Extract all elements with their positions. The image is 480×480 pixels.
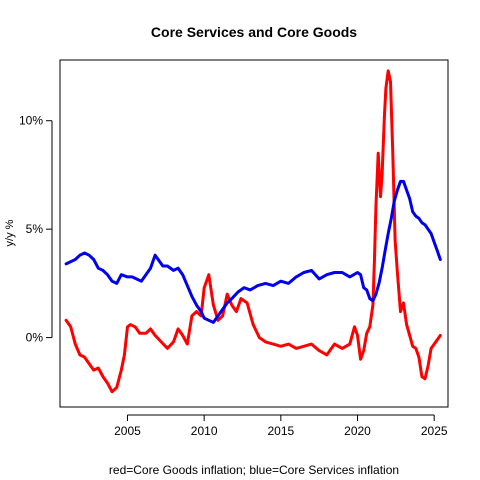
x-tick-label: 2015: [267, 424, 294, 438]
y-tick-label: 5%: [26, 222, 44, 236]
x-axis-label: red=Core Goods inflation; blue=Core Serv…: [109, 463, 399, 477]
y-axis: 0% 5% 10%: [19, 114, 53, 345]
x-tick-label: 2020: [344, 424, 371, 438]
x-tick-label: 2005: [114, 424, 141, 438]
y-tick-label: 0%: [26, 331, 44, 345]
chart-title: Core Services and Core Goods: [151, 24, 357, 40]
plot-frame: [59, 59, 449, 408]
series-line-0: [64, 69, 442, 394]
x-tick-label: 2025: [421, 424, 448, 438]
x-axis: 2005 2010 2015 2020 2025: [114, 414, 448, 438]
series-layer: [64, 69, 442, 394]
y-axis-label: y/y %: [4, 219, 16, 246]
series-line-1: [64, 179, 442, 324]
x-tick-label: 2010: [191, 424, 218, 438]
y-tick-label: 10%: [19, 114, 43, 128]
